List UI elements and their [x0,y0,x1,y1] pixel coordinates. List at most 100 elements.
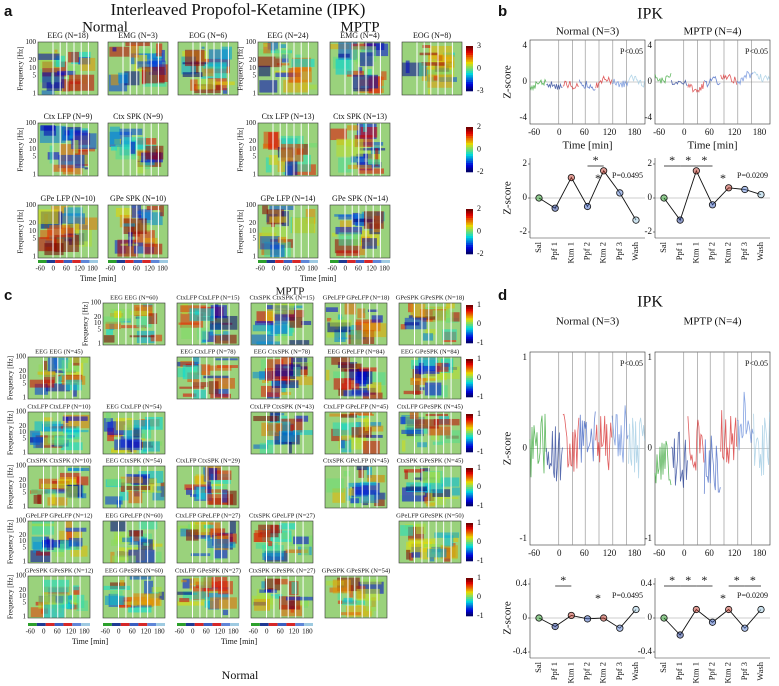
spectrogram-patch [206,481,212,494]
spectrogram-patch [151,586,162,596]
spectrogram-patch [80,57,96,71]
spectrogram-patch [405,486,428,492]
p-value: P<0.05 [620,47,643,56]
spectrogram-patch [271,380,299,388]
spectrogram-patch [365,598,378,612]
colorbar-cell [466,142,473,146]
spectrogram-patch [338,388,349,396]
colorbar-cell [466,468,473,471]
x-tick-label: 0 [191,628,195,636]
spectrogram-patch [122,223,136,227]
spectrogram-patch [374,492,386,500]
spectrogram-patch [103,316,124,324]
spectrogram-patch [358,468,364,478]
spectrogram-patch [196,487,206,500]
spectrogram-patch [41,90,55,95]
y-tick-label: 100 [91,299,102,307]
spectrogram-patch [441,477,460,487]
spectrogram-patch [277,160,286,173]
spectrogram-patch [256,341,281,345]
colorbar-cell [466,242,473,246]
spectrogram-patch [258,65,271,77]
colorbar-cell [466,589,473,592]
frame [27,575,91,619]
colorbar-cell [466,165,473,168]
spectrogram-patch [141,212,163,226]
spectrogram-patch [40,483,69,489]
x-axis-label: Time [min] [80,274,117,283]
spectrogram-patch [353,482,380,495]
subplot-title: CtxSPK GPeLFP (N=27) [249,512,315,519]
y-tick-label: 100 [16,408,27,416]
colorbar-cell [466,233,473,237]
colorbar-label: -1 [477,556,484,565]
y-tick-label: -4 [645,112,653,122]
spectrogram-patch [119,491,129,501]
spectrogram-patch [57,479,76,486]
colorbar-cell [466,440,473,443]
spectrogram-patch [84,167,89,170]
y-axis-label: Frequency [Hz] [17,46,25,90]
spectrogram-patch [105,496,123,505]
spectrogram-patch [37,371,56,375]
spectrogram-patch [352,74,379,89]
colorbar-cell [466,523,473,526]
protocol-bar [156,623,165,626]
y-tick-label: 100 [16,353,27,361]
colorbar-cell [466,385,473,388]
spectrogram-patch [198,576,212,589]
y-axis-label: Frequency [Hz] [17,127,25,171]
colorbar-cell [466,434,473,438]
y-tick-label: 20 [249,137,257,145]
subplot-title: Ctx SPK (N=13) [333,112,387,121]
y-tick-label: 0 [523,443,528,453]
colorbar-cell [466,475,473,478]
x-tick-label: -60 [101,628,111,636]
colorbar-cell [466,553,473,556]
y-tick-label: 4 [648,40,653,50]
spectrogram-patch [105,412,111,422]
spectrogram-patch [338,232,362,246]
spectrogram-patch [203,375,230,379]
colorbar-cell [466,245,473,248]
spectrogram-patch [289,340,310,345]
x-tick-label: 60 [129,628,137,636]
frame [102,411,166,455]
protocol-bar [54,623,64,626]
spectrogram-patch [70,545,88,557]
x-tick-label: 120 [728,548,742,558]
spectrogram-patch [404,322,420,326]
protocol-bar [159,260,168,263]
colorbar-cell [466,555,473,558]
subplot-title: CtxLFP CtxSPK (N=29) [176,457,240,464]
spectrogram-patch [72,585,79,591]
spectrogram-patch [61,360,80,372]
spectrogram-patch [103,585,131,591]
spectrogram-patch [66,531,74,540]
sig-star: * [701,153,707,167]
sig-star: * [685,153,691,167]
p-value: P=0.0495 [612,591,643,600]
colorbar-cell [466,329,473,332]
colorbar-cell [466,612,473,615]
category-label: Ppf 3 [739,242,749,260]
y-tick-label: 20 [19,422,27,430]
y-tick-label: 20 [249,56,257,64]
category-label: Wash [755,661,765,680]
colorbar-cell [466,481,473,484]
spectrogram-patch [106,329,114,335]
mean-marker [551,204,559,212]
spectrogram-patch [150,334,163,342]
colorbar-cell [466,524,473,528]
colorbar-cell [466,431,473,434]
spectrogram-patch [265,309,275,322]
spectrogram-patch [136,210,142,214]
colorbar-cell [466,372,473,375]
colorbar-cell [466,487,473,490]
colorbar-cell [466,559,473,562]
y-tick-label: 0 [648,192,653,202]
colorbar-cell [466,82,473,85]
spectrogram-patch [42,579,70,593]
subplot-title: EEG CtxSPK (N=78) [254,348,310,355]
subplot-title: EEG GPeSPK (N=84) [401,348,459,355]
